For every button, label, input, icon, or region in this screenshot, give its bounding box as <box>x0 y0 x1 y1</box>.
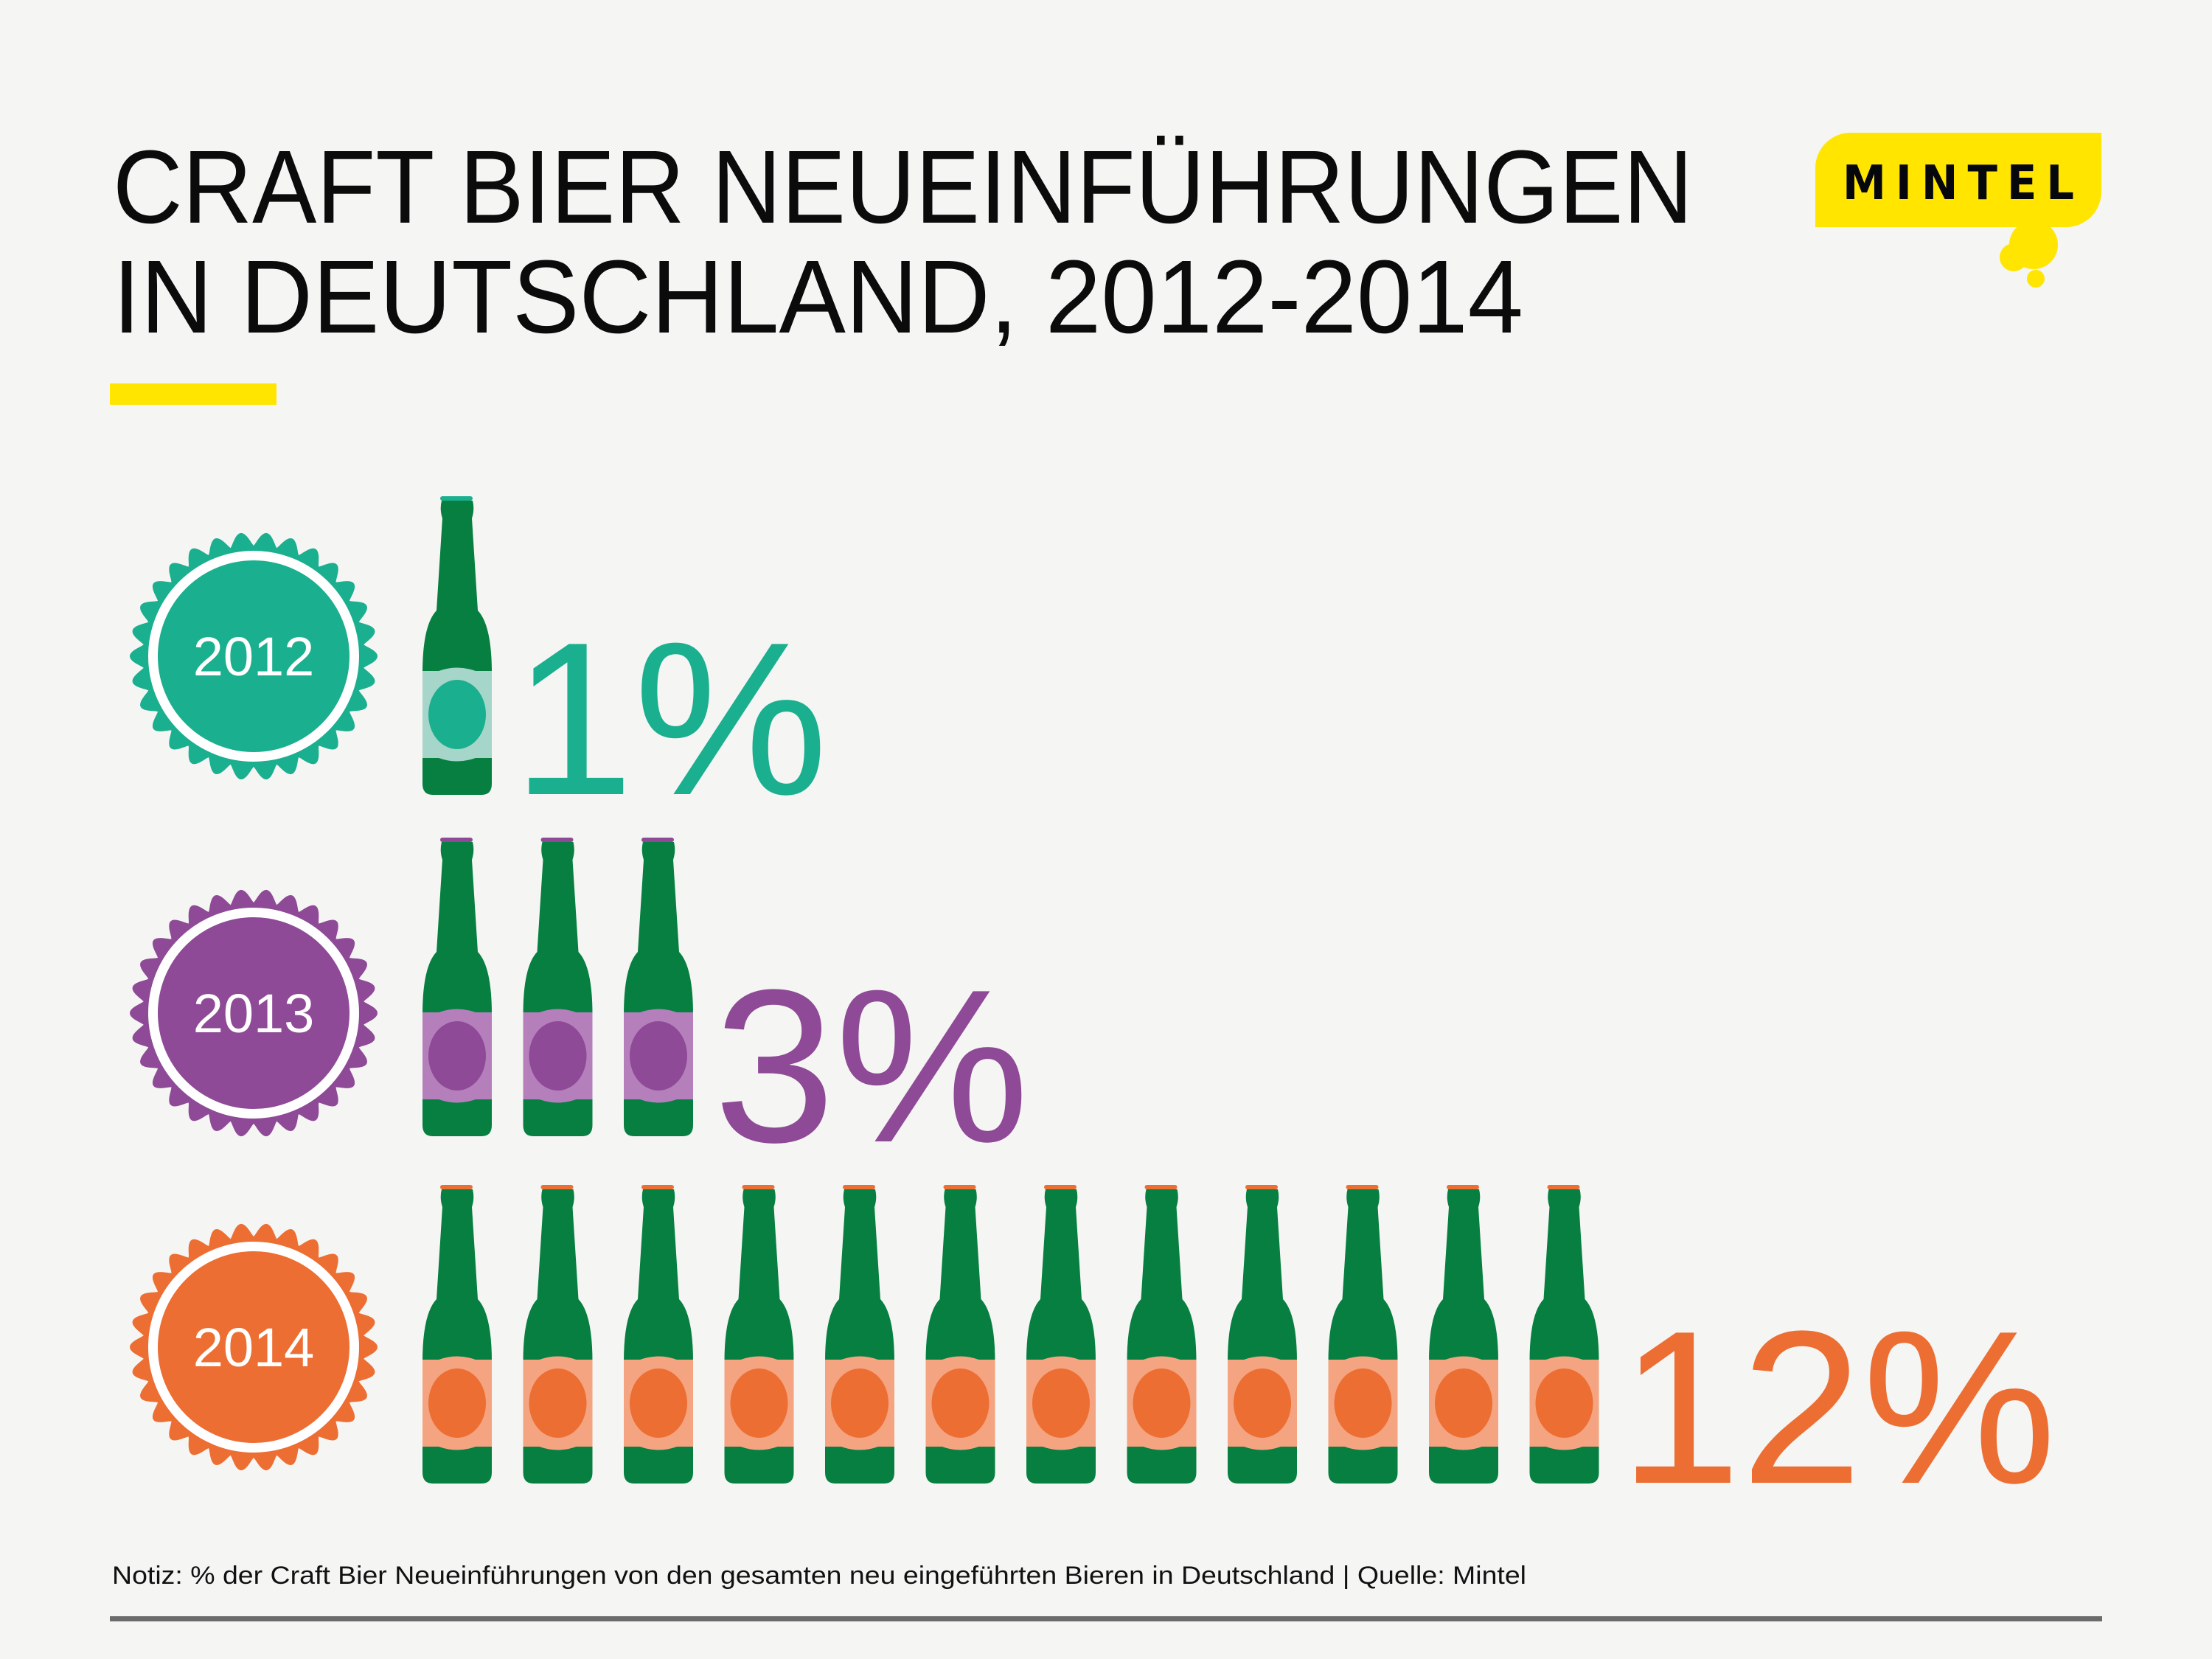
year-label: 2014 <box>193 1317 315 1378</box>
footnote: Notiz: % der Craft Bier Neueinführungen … <box>112 1562 1526 1590</box>
beer-bottle-icon <box>523 1185 593 1484</box>
value-label: 12% <box>1620 1285 2056 1529</box>
value-label: 1% <box>512 597 828 841</box>
bottom-divider <box>110 1616 2102 1621</box>
title-accent-bar <box>110 383 276 405</box>
beer-bottle-icon <box>422 1185 492 1484</box>
year-label: 2013 <box>193 983 315 1044</box>
title-line-1: CRAFT BIER NEUEINFÜHRUNGEN <box>113 128 1693 245</box>
row-2013: 2013 3% <box>130 838 1029 1188</box>
bottle-cap-badge-2014: 2014 <box>130 1223 378 1471</box>
title-line-2: IN DEUTSCHLAND, 2012-2014 <box>113 238 1523 355</box>
bottle-cap-badge-2012: 2012 <box>130 532 378 780</box>
beer-bottle-icon <box>1429 1185 1498 1484</box>
beer-bottle-icon <box>825 1185 894 1484</box>
beer-bottle-icon <box>624 838 693 1136</box>
beer-bottle-icon <box>925 1185 995 1484</box>
logo-text: MINTEL <box>1843 156 2084 211</box>
beer-bottle-icon <box>422 838 492 1136</box>
mintel-logo: MINTEL <box>1815 133 2101 288</box>
beer-bottle-icon <box>1328 1185 1398 1484</box>
bottle-cap-badge-2013: 2013 <box>130 889 378 1137</box>
row-2012: 2012 1% <box>130 496 828 841</box>
beer-bottle-icon <box>523 838 593 1136</box>
beer-bottle-icon <box>1127 1185 1197 1484</box>
beer-bottle-icon <box>724 1185 794 1484</box>
beer-bottle-icon <box>422 496 492 795</box>
beer-bottle-icon <box>1228 1185 1297 1484</box>
beer-bottle-icon <box>1026 1185 1096 1484</box>
value-label: 3% <box>714 944 1029 1188</box>
pictogram-rows: 2012 1% 2013 3% 2014 12% <box>130 496 2056 1529</box>
beer-bottle-icon <box>1529 1185 1599 1484</box>
beer-bottle-icon <box>624 1185 693 1484</box>
year-label: 2012 <box>193 626 315 687</box>
row-2014: 2014 12% <box>130 1185 2056 1529</box>
